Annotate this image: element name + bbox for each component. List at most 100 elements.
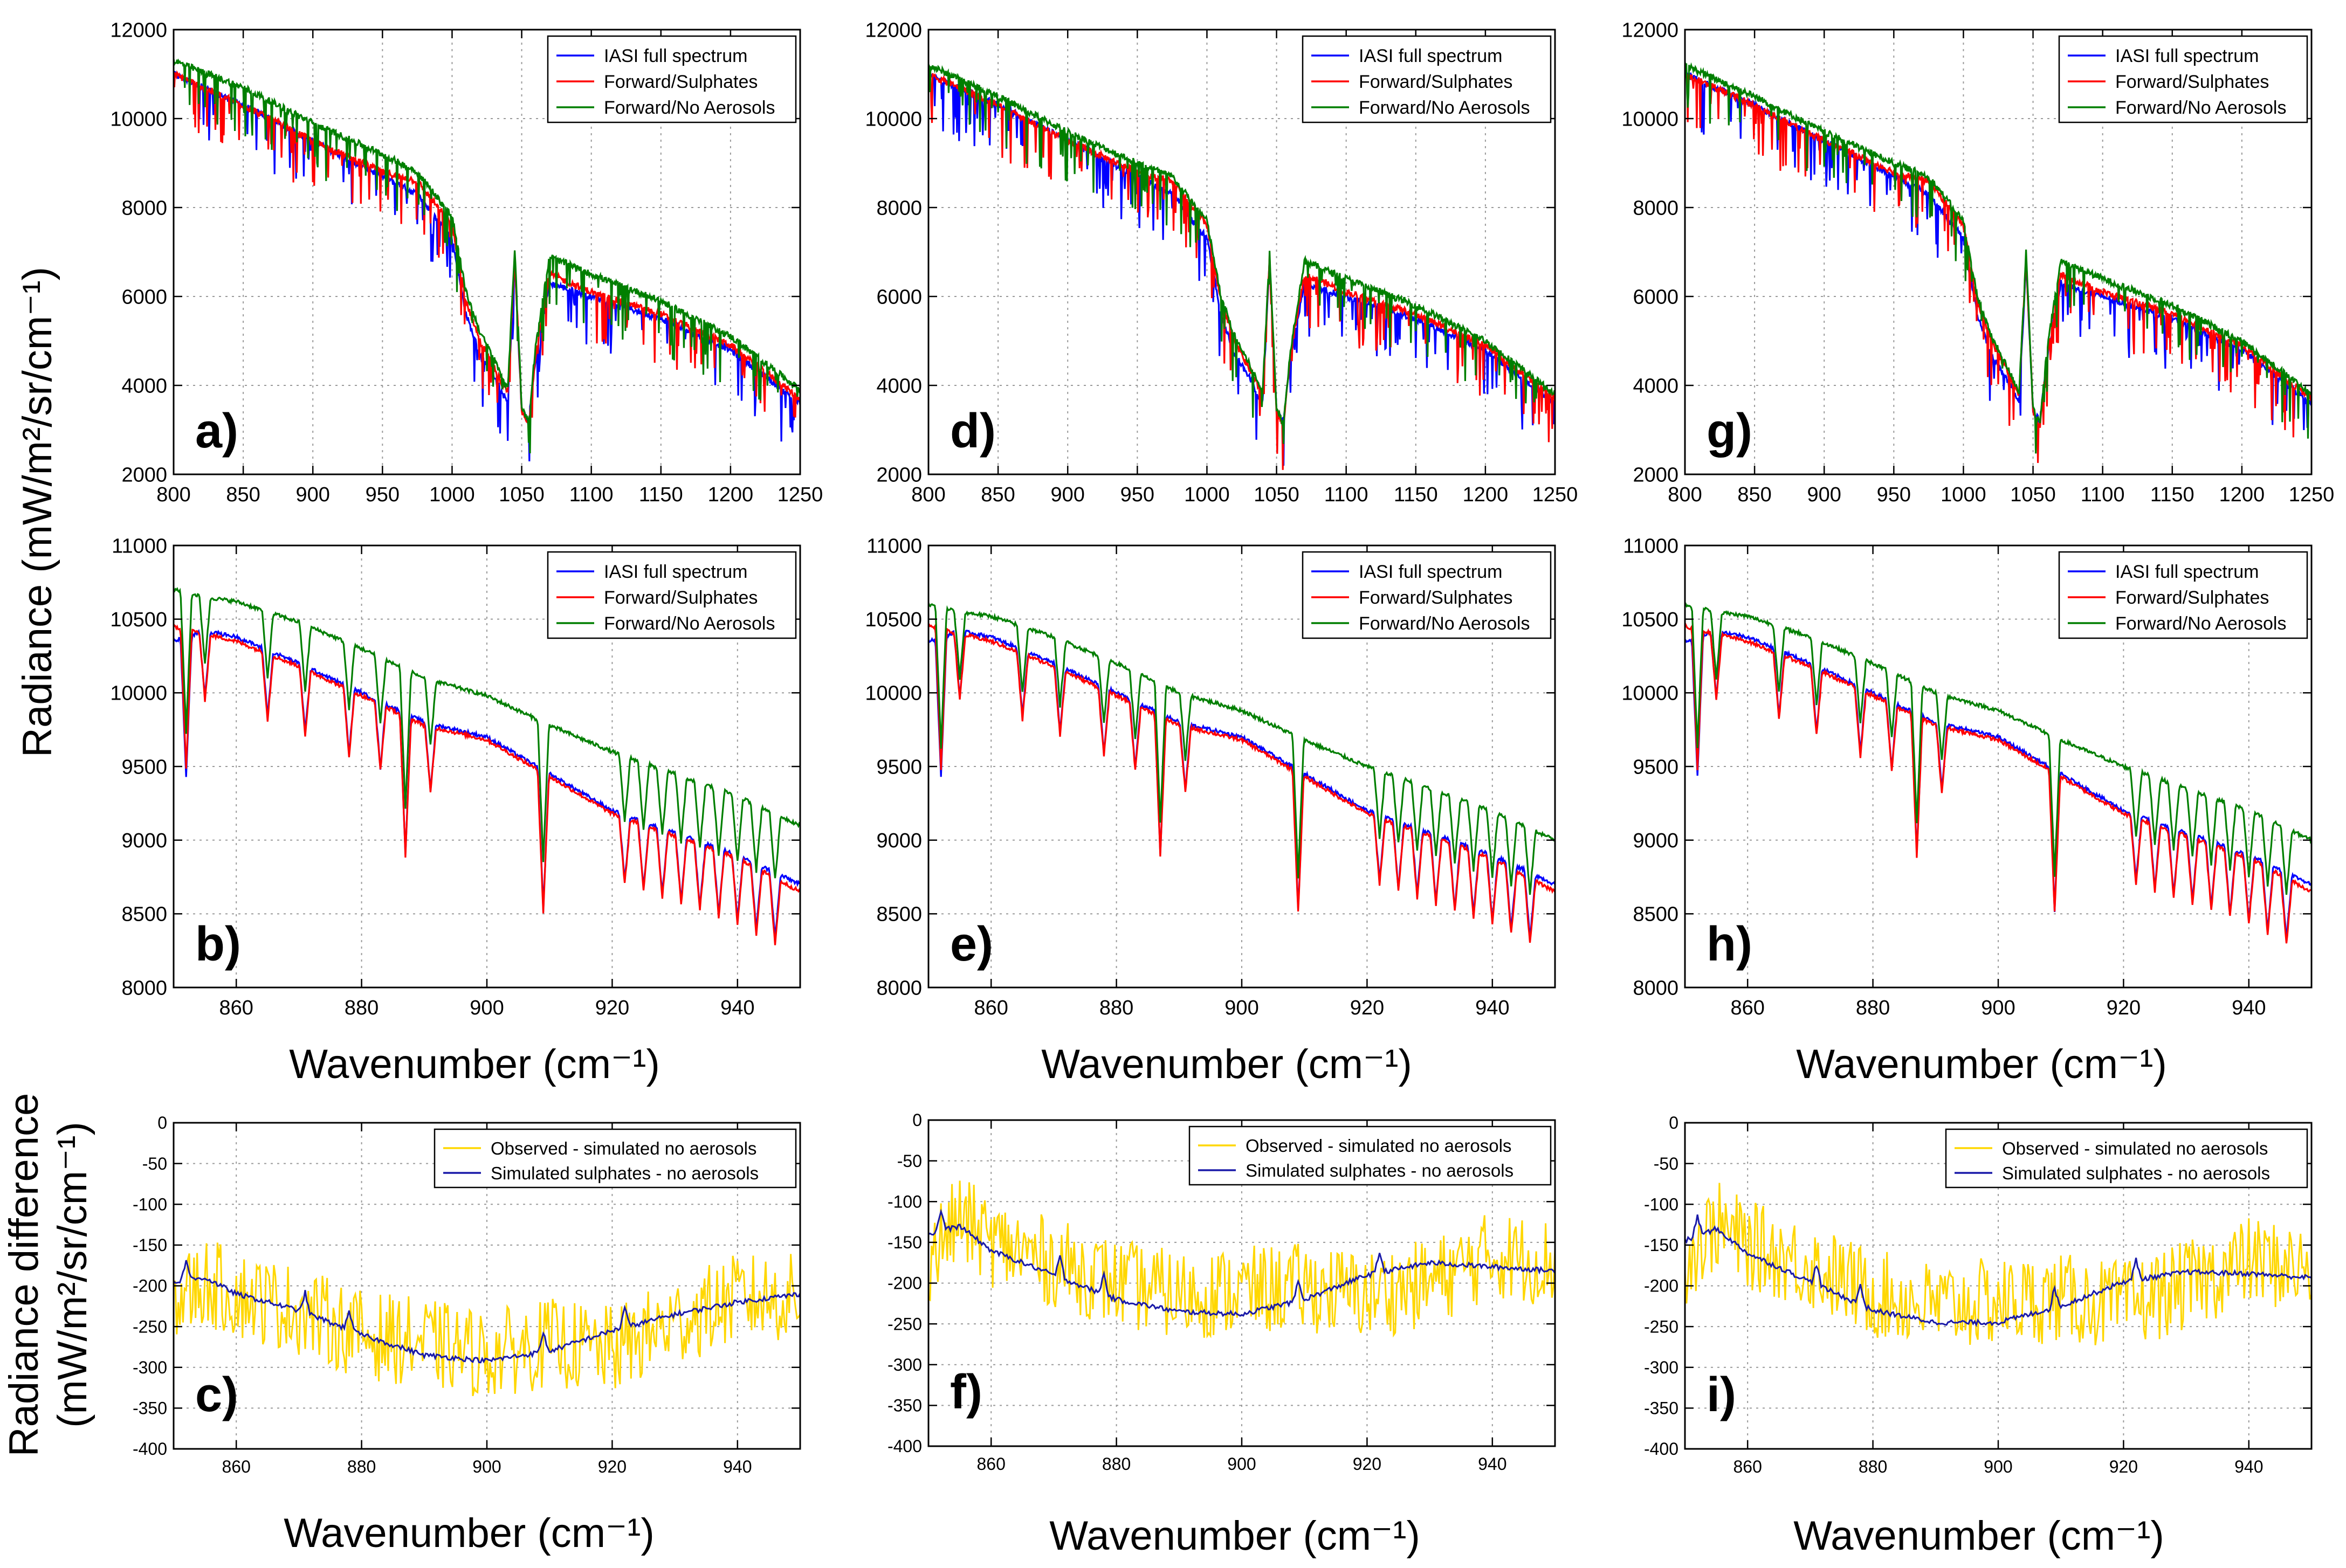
- x-tick-label: 1100: [2081, 483, 2125, 506]
- legend-label: IASI full spectrum: [604, 46, 747, 66]
- y-tick-label: 12000: [110, 19, 167, 42]
- legend-label: IASI full spectrum: [1359, 562, 1502, 582]
- series-group: [174, 1242, 800, 1397]
- legend: Observed - simulated no aerosols Simulate…: [434, 1128, 797, 1189]
- x-tick-label: 900: [1227, 1454, 1256, 1474]
- y-tick-label: 8000: [1633, 977, 1678, 999]
- panel-a: 800 850 900 950 1000 1050 1100 1150 1200 1250 2000…: [110, 19, 823, 506]
- y-tick-label: -200: [888, 1274, 922, 1293]
- panel-b: 860 880 900 920 940 8000 8500 9000 9500 10000 1050…: [110, 535, 801, 1019]
- x-tick-label: 900: [1981, 997, 2015, 1019]
- x-tick-label: 940: [720, 997, 754, 1019]
- x-tick-label: 950: [366, 483, 400, 506]
- legend-label: Simulated sulphates - no aerosols: [491, 1163, 759, 1183]
- y-tick-label: -200: [133, 1276, 167, 1296]
- y-tick-label: -100: [133, 1194, 167, 1214]
- legend: Observed - simulated no aerosols Simulate…: [1188, 1125, 1552, 1186]
- legend-label: Forward/No Aerosols: [604, 613, 775, 634]
- legend-box: [1945, 1128, 2308, 1189]
- y-tick-label: 0: [1669, 1113, 1678, 1132]
- y-tick-label: -400: [133, 1439, 167, 1459]
- legend-label: IASI full spectrum: [2115, 46, 2259, 66]
- y-tick-label: -150: [888, 1233, 922, 1252]
- legend-label: Forward/No Aerosols: [1359, 613, 1530, 634]
- x-tick-label: 940: [1478, 1454, 1506, 1474]
- panel-label: c): [195, 1368, 238, 1422]
- legend-label: Forward/Sulphates: [2115, 588, 2269, 608]
- y-tick-label: 8000: [876, 977, 922, 999]
- y-tick-label: 10000: [110, 108, 167, 130]
- y-tick-label: -300: [133, 1358, 167, 1377]
- series-line-2: [1685, 1214, 2311, 1327]
- y-tick-label: -250: [1644, 1317, 1678, 1336]
- series-line-3: [174, 587, 800, 879]
- x-tick-label: 1200: [2219, 483, 2265, 506]
- x-tick-label: 940: [2232, 997, 2266, 1019]
- legend-label: Forward/Sulphates: [1359, 588, 1512, 608]
- x-tick-label: 880: [345, 997, 379, 1019]
- legend-box: [1188, 1125, 1552, 1186]
- legend-label: Forward/Sulphates: [604, 588, 758, 608]
- ylabel-radiance: Radiance (mW/m²/sr/cm⁻¹): [15, 267, 60, 757]
- series-line-3: [928, 64, 1555, 444]
- panel-i: 860 880 900 920 940 -400 -350 -300 -250 -200 -150 -…: [1644, 1113, 2313, 1476]
- y-tick-label: 11000: [1623, 535, 1678, 557]
- ylabel-diff-line1: Radiance difference: [1, 1093, 47, 1457]
- y-tick-label: -50: [1654, 1154, 1678, 1173]
- x-tick-label: 880: [1859, 1457, 1887, 1476]
- y-tick-label: 10500: [110, 609, 167, 631]
- panel-c: 860 880 900 920 940 -400 -350 -300 -250 -200 -150 -…: [133, 1113, 801, 1476]
- y-tick-label: 6000: [1633, 286, 1678, 308]
- legend-box: [434, 1128, 797, 1189]
- legend-label: Observed - simulated no aerosols: [1246, 1136, 1511, 1156]
- legend-label: Forward/Sulphates: [1359, 72, 1512, 92]
- y-tick-label: 11000: [866, 535, 922, 557]
- x-tick-label: 940: [1475, 997, 1509, 1019]
- x-tick-label: 920: [2109, 1457, 2138, 1476]
- series-group: [174, 587, 800, 945]
- panel-h: 860 880 900 920 940 8000 8500 9000 9500 10000 1050…: [1621, 535, 2313, 1019]
- x-tick-label: 1050: [2010, 483, 2056, 506]
- x-tick-label: 860: [1733, 1457, 1762, 1476]
- x-tick-label: 800: [911, 483, 945, 506]
- y-tick-label: 10500: [1621, 609, 1678, 631]
- x-tick-label: 920: [2107, 997, 2141, 1019]
- legend-label: Forward/No Aerosols: [2115, 98, 2286, 118]
- y-tick-label: -100: [1644, 1194, 1678, 1214]
- y-tick-label: -150: [1644, 1235, 1678, 1255]
- xlabel-row3-col2: Wavenumber (cm⁻¹): [1049, 1513, 1420, 1559]
- legend-label: Simulated sulphates - no aerosols: [2002, 1163, 2270, 1183]
- panels-layer: 800 850 900 950 1000 1050 1100 1150 1200 1250 2000…: [110, 19, 2334, 1476]
- x-tick-label: 920: [598, 1457, 627, 1476]
- y-tick-label: -250: [133, 1317, 167, 1336]
- y-tick-label: 9000: [121, 830, 167, 852]
- legend-label: Forward/No Aerosols: [2115, 613, 2286, 634]
- x-tick-label: 1050: [499, 483, 545, 506]
- series-line-2: [928, 1208, 1555, 1317]
- y-tick-label: 11000: [112, 535, 167, 557]
- y-tick-label: 12000: [865, 19, 922, 42]
- x-tick-label: 1200: [1463, 483, 1509, 506]
- x-tick-label: 800: [156, 483, 190, 506]
- x-tick-label: 850: [981, 483, 1015, 506]
- series-group: [928, 1180, 1555, 1339]
- y-tick-label: -250: [888, 1314, 922, 1334]
- x-tick-label: 940: [723, 1457, 752, 1476]
- plot-frame: [173, 29, 801, 475]
- y-tick-label: 2000: [876, 464, 922, 486]
- y-tick-label: -300: [888, 1355, 922, 1374]
- x-tick-label: 950: [1120, 483, 1154, 506]
- y-tick-label: 8500: [121, 903, 167, 926]
- y-tick-label: 0: [912, 1110, 922, 1130]
- series-group: [1685, 62, 2311, 463]
- x-tick-label: 1150: [1394, 483, 1438, 506]
- y-tick-label: -150: [133, 1235, 167, 1255]
- series-line-2: [174, 1260, 800, 1364]
- series-line-3: [1685, 602, 2311, 895]
- legend-label: Simulated sulphates - no aerosols: [1246, 1161, 1513, 1180]
- y-tick-label: -300: [1644, 1358, 1678, 1377]
- x-tick-label: 880: [1856, 997, 1890, 1019]
- x-tick-label: 1250: [2289, 483, 2335, 506]
- y-tick-label: 10500: [865, 609, 922, 631]
- y-tick-label: 9000: [1633, 830, 1678, 852]
